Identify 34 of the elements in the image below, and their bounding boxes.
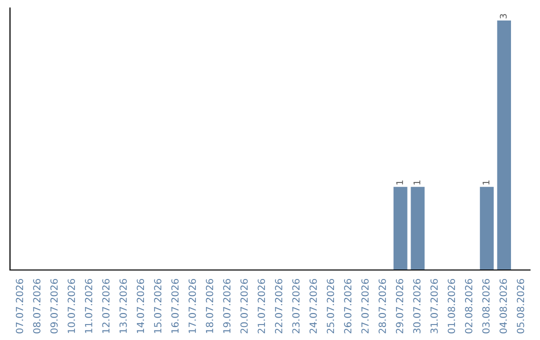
x-tick-label: 23.07.2026 <box>292 278 300 334</box>
x-tick-label: 14.07.2026 <box>136 278 144 333</box>
x-tick-label: 20.07.2026 <box>240 278 248 334</box>
x-tick-label: 15.07.2026 <box>154 278 162 333</box>
x-tick-label: 13.07.2026 <box>119 278 127 333</box>
x-tick-label: 22.07.2026 <box>274 278 282 334</box>
x-tick-label: 16.07.2026 <box>171 278 179 333</box>
data-label: 1 <box>414 180 420 184</box>
x-tick-label: 11.07.2026 <box>84 278 92 333</box>
x-tick-label: 19.07.2026 <box>223 278 230 333</box>
x-tick-label: 05.08.2026 <box>516 278 524 334</box>
x-tick-label: 29.07.2026 <box>396 278 404 334</box>
x-tick-label: 09.07.2026 <box>50 278 58 334</box>
x-tick-label: 02.08.2026 <box>465 278 472 334</box>
x-tick-label: 08.07.2026 <box>33 278 40 334</box>
x-tick-label: 25.07.2026 <box>326 278 334 334</box>
data-label: 1 <box>482 180 490 184</box>
x-tick-label: 24.07.2026 <box>310 278 317 334</box>
x-tick-label: 03.08.2026 <box>482 278 490 334</box>
x-tick-label: 01.08.2026 <box>448 278 456 334</box>
x-tick-label: 21.07.2026 <box>258 278 266 334</box>
x-tick-label: 28.07.2026 <box>378 278 386 334</box>
x-tick-label: 31.07.2026 <box>430 278 438 334</box>
x-tick-label: 07.07.2026 <box>16 278 24 334</box>
x-tick-label: 17.07.2026 <box>188 278 196 333</box>
data-label: 3 <box>500 14 507 18</box>
x-tick-label: 10.07.2026 <box>68 278 76 333</box>
x-tick-label: 04.08.2026 <box>500 278 507 334</box>
x-tick-label: 30.07.2026 <box>413 278 421 334</box>
x-tick-label: 18.07.2026 <box>206 278 214 333</box>
x-tick-label: 12.07.2026 <box>102 278 110 333</box>
x-tick-label: 27.07.2026 <box>361 278 369 334</box>
data-label: 1 <box>396 180 403 184</box>
x-tick-label: 26.07.2026 <box>344 278 352 334</box>
